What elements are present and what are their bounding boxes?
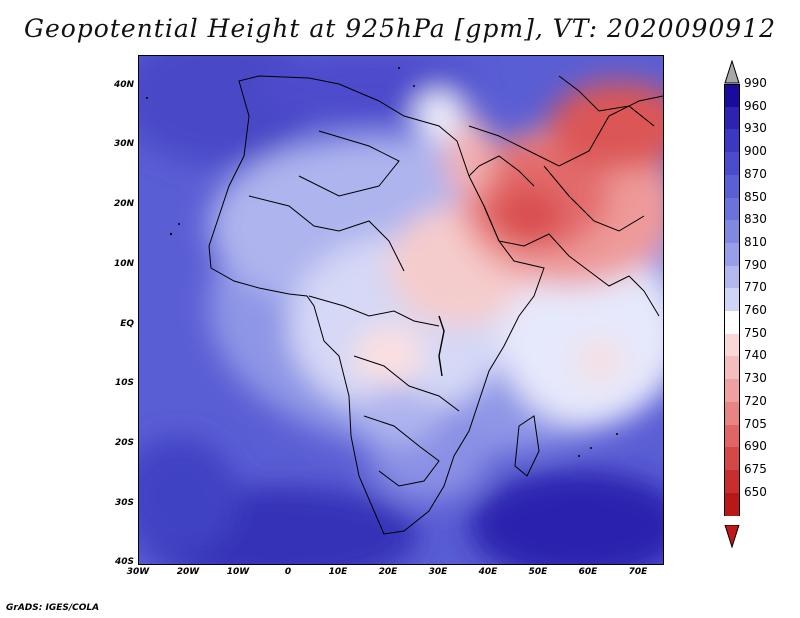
- colorbar-level-label: 750: [744, 325, 767, 340]
- lat-label-eq: EQ: [120, 319, 134, 329]
- colorbar-swatch: [724, 197, 740, 221]
- colorbar-swatch: [724, 356, 740, 380]
- lat-label-40s: 40S: [114, 557, 134, 567]
- lon-label-20w: 20W: [176, 567, 200, 577]
- lat-label-30s: 30S: [114, 498, 134, 508]
- colorbar-level-label: 740: [744, 348, 767, 363]
- lat-label-10s: 10S: [114, 378, 134, 388]
- lon-label-10e: 10E: [328, 567, 348, 577]
- colorbar-swatch: [724, 311, 740, 335]
- lon-label-30w: 30W: [126, 567, 150, 577]
- colorbar-swatch: [724, 106, 740, 130]
- colorbar-swatch: [724, 401, 740, 425]
- lon-label-60e: 60E: [578, 567, 598, 577]
- lon-label-20e: 20E: [378, 567, 398, 577]
- colorbar-bottom-arrow: [724, 525, 740, 549]
- colorbar-level-label: 720: [744, 393, 767, 408]
- colorbar-swatch: [724, 333, 740, 357]
- colorbar-top-arrow: [724, 60, 740, 84]
- colorbar-swatch: [724, 288, 740, 312]
- colorbar-level-label: 790: [744, 257, 767, 272]
- lon-label-40e: 40E: [478, 567, 498, 577]
- lat-label-20n: 20N: [113, 199, 134, 209]
- lat-label-10n: 10N: [113, 259, 134, 269]
- colorbar-level-label: 760: [744, 303, 767, 317]
- colorbar-level-label: 810: [744, 234, 767, 249]
- colorbar-swatch: [724, 492, 740, 516]
- colorbar-swatch: [724, 129, 740, 153]
- madagascar: [514, 415, 540, 477]
- colorbar-swatch: [724, 152, 740, 176]
- colorbar-swatch: [724, 84, 740, 108]
- colorbar-swatch: [724, 447, 740, 471]
- colorbar-level-label: 690: [744, 439, 767, 454]
- colorbar-level-label: 900: [744, 144, 767, 159]
- lon-label-30e: 30E: [428, 567, 448, 577]
- map-title: Geopotential Height at 925hPa [gpm], VT:…: [23, 14, 777, 43]
- islands: [146, 67, 618, 457]
- lon-label-0: 0: [284, 567, 292, 577]
- colorbar-swatch: [724, 469, 740, 494]
- lon-label-10w: 10W: [226, 567, 250, 577]
- colorbar-level-label: 850: [744, 189, 767, 204]
- height-field: [139, 56, 663, 564]
- lat-label-20s: 20S: [114, 438, 134, 448]
- colorbar-swatch: [724, 242, 740, 267]
- colorbar-level-label: 930: [744, 121, 767, 136]
- colorbar-swatch: [724, 424, 740, 448]
- lat-label-40n: 40N: [113, 80, 134, 90]
- colorbar-level-label: 960: [744, 98, 767, 113]
- colorbar-level-label: 675: [744, 461, 767, 476]
- lat-label-30n: 30N: [113, 139, 134, 149]
- lon-label-50e: 50E: [528, 567, 548, 577]
- colorbar-level-label: 730: [744, 371, 767, 386]
- lon-label-70e: 70E: [628, 567, 648, 577]
- colorbar-swatch: [724, 174, 740, 198]
- geopotential-map: [138, 55, 664, 565]
- colorbar-level-label: 830: [744, 212, 767, 227]
- colorbar-level-label: 870: [744, 166, 767, 181]
- colorbar-swatch: [724, 220, 740, 244]
- coastlines: [208, 75, 663, 535]
- footer-credit: GrADS: IGES/COLA: [6, 603, 100, 613]
- colorbar-swatch: [724, 265, 740, 289]
- colorbar-level-label: 650: [744, 484, 767, 499]
- colorbar-level-label: 770: [744, 280, 767, 295]
- colorbar-level-label: 990: [744, 76, 767, 90]
- colorbar-swatch: [724, 379, 740, 403]
- colorbar-level-label: 705: [744, 416, 767, 431]
